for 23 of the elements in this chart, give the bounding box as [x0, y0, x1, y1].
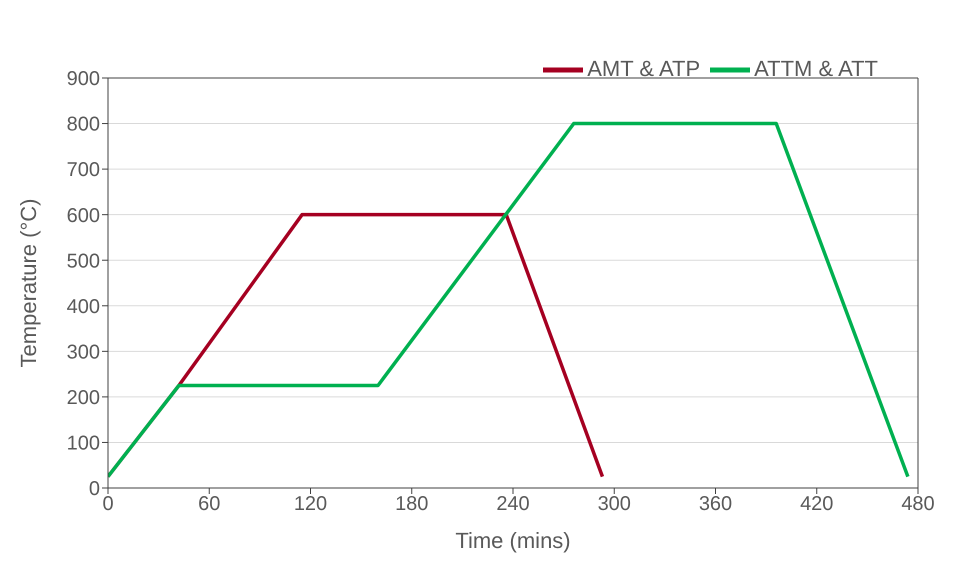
x-tick-label: 0 [102, 493, 114, 516]
y-tick-label: 300 [66, 341, 100, 364]
x-tick-label: 420 [800, 493, 834, 516]
y-tick-label: 400 [66, 296, 100, 318]
y-tick-label: 600 [66, 204, 100, 227]
y-tick-label: 0 [88, 478, 100, 500]
legend-label: AMT & ATP [587, 56, 700, 81]
y-tick-label: 500 [66, 250, 100, 272]
y-tick-label: 800 [66, 114, 100, 136]
x-tick-label: 180 [395, 493, 428, 516]
x-tick-label: 360 [698, 493, 732, 516]
y-tick-label: 900 [66, 68, 100, 90]
x-tick-label: 240 [496, 493, 530, 516]
y-axis-title: Temperature (°C) [16, 198, 41, 368]
x-tick-label: 120 [294, 493, 328, 516]
y-tick-label: 700 [66, 159, 100, 182]
x-tick-label: 60 [198, 493, 220, 516]
y-tick-label: 100 [66, 432, 100, 455]
x-tick-label: 480 [901, 493, 935, 516]
x-tick-label: 300 [598, 493, 631, 516]
x-axis-title: Time (mins) [455, 528, 571, 553]
legend-label: ATTM & ATT [754, 56, 878, 81]
y-tick-label: 200 [66, 386, 100, 409]
